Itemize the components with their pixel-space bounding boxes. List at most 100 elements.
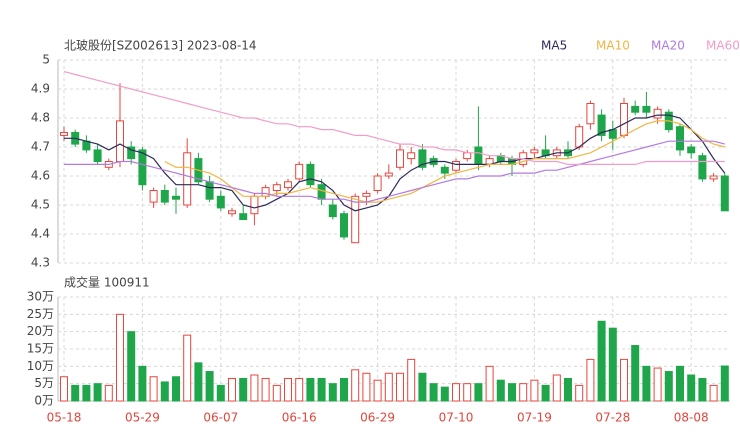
volume-bar — [698, 377, 707, 402]
candle-body — [463, 152, 472, 160]
volume-bar — [194, 362, 203, 402]
candle-body — [687, 146, 696, 154]
y-tick-label: 20万 — [27, 324, 54, 338]
volume-title: 成交量 100911 — [64, 275, 150, 290]
volume-bar — [440, 386, 449, 402]
volume-bar — [485, 365, 494, 402]
volume-bar — [429, 383, 438, 402]
y-tick-label: 4.7 — [31, 140, 50, 154]
y-tick-label: 4.4 — [31, 227, 50, 241]
candle-body — [720, 175, 729, 212]
candle-body — [474, 146, 483, 165]
candle-body — [127, 146, 136, 160]
volume-bar — [250, 374, 259, 402]
volume-bar — [272, 384, 281, 402]
ma-line — [63, 71, 725, 165]
candle-body — [295, 163, 304, 180]
candle-body — [676, 126, 684, 151]
ma-line — [64, 140, 725, 203]
legend-label: MA60 — [706, 39, 740, 53]
candle-body — [228, 210, 236, 215]
y-tick-label: 25万 — [27, 307, 54, 321]
candle-body — [575, 126, 584, 148]
candle-body — [653, 108, 662, 119]
legend-label: MA20 — [651, 39, 685, 53]
candle-body — [116, 120, 124, 162]
x-tick-label: 08-08 — [674, 411, 709, 425]
volume-bar — [93, 383, 102, 402]
candle-body — [452, 161, 460, 171]
candle-body — [160, 190, 169, 203]
y-tick-label: 5万 — [34, 376, 54, 390]
volume-bar — [496, 379, 505, 402]
volume-bar — [541, 384, 550, 402]
x-tick-label: 06-07 — [203, 411, 238, 425]
y-tick-label: 4.5 — [31, 198, 50, 212]
volume-bar — [597, 320, 606, 402]
candle-body — [205, 181, 214, 200]
volume-bar — [519, 383, 528, 402]
y-tick-label: 15万 — [27, 342, 54, 356]
volume-bar — [463, 383, 472, 402]
volume-bar — [216, 384, 225, 402]
x-tick-label: 05-29 — [125, 411, 160, 425]
volume-bar — [138, 365, 147, 402]
volume-bar — [631, 345, 640, 402]
candle-body — [149, 190, 158, 203]
candle-body — [620, 103, 628, 136]
volume-bar — [418, 372, 427, 402]
candle-body — [396, 149, 404, 168]
volume-bar — [328, 383, 337, 402]
candle-body — [317, 184, 326, 200]
candle-body — [172, 195, 180, 200]
volume-bar — [373, 379, 382, 402]
candle-body — [93, 149, 102, 162]
volume-bar — [564, 377, 572, 402]
volume-bar — [160, 381, 169, 402]
legend-label: MA10 — [596, 39, 630, 53]
volume-bar — [653, 367, 662, 402]
candle-body — [642, 105, 651, 113]
candle-body — [261, 187, 270, 197]
candle-body — [340, 213, 348, 238]
candle-body — [216, 195, 225, 209]
y-tick-label: 4.8 — [31, 111, 50, 125]
y-tick-label: 30万 — [27, 290, 54, 304]
x-tick-label: 06-29 — [360, 411, 395, 425]
volume-bar — [508, 383, 516, 402]
candle-body — [384, 172, 393, 177]
volume-bar — [228, 377, 236, 402]
volume-bar — [116, 313, 124, 402]
volume-bar — [552, 374, 561, 402]
volume-bar — [295, 377, 304, 402]
x-tick-label: 06-16 — [282, 411, 317, 425]
volume-bar — [575, 384, 584, 402]
candle-body — [586, 103, 595, 125]
candle-body — [272, 184, 281, 191]
volume-bar — [183, 334, 192, 402]
volume-bar — [709, 384, 718, 402]
legend-label: MA5 — [541, 39, 567, 53]
y-tick-label: 10万 — [27, 359, 54, 373]
y-tick-label: 0万 — [34, 394, 54, 408]
candle-body — [82, 140, 91, 151]
candle-body — [407, 152, 416, 160]
candle-body — [608, 129, 617, 139]
x-tick-label: 07-28 — [595, 411, 630, 425]
volume-bar — [407, 358, 416, 402]
candle-body — [631, 105, 640, 113]
candle-body — [239, 213, 248, 220]
volume-bar — [687, 374, 696, 402]
candle-body — [418, 149, 427, 168]
volume-bar — [239, 377, 248, 402]
volume-bar — [452, 383, 460, 402]
volume-bar — [149, 376, 158, 402]
x-tick-label: 05-18 — [47, 411, 82, 425]
candle-body — [709, 175, 718, 180]
candle-body — [351, 195, 360, 244]
volume-bar — [530, 379, 539, 402]
candle-body — [138, 149, 147, 186]
y-tick-label: 4.6 — [31, 169, 50, 183]
volume-bar — [586, 358, 595, 402]
volume-bar — [127, 331, 136, 402]
